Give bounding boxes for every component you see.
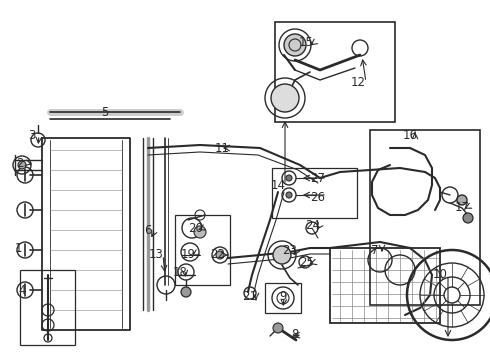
Circle shape [286, 175, 292, 181]
Bar [275, 22, 395, 122]
Circle shape [273, 323, 283, 333]
Text: 18: 18 [172, 266, 188, 279]
Text: 25: 25 [299, 256, 315, 270]
Circle shape [457, 195, 467, 205]
Circle shape [273, 246, 291, 264]
Circle shape [284, 34, 306, 56]
Text: 12: 12 [350, 76, 366, 89]
Text: 2: 2 [16, 157, 24, 170]
Circle shape [181, 287, 191, 297]
Text: 20: 20 [189, 221, 203, 234]
Text: 3: 3 [28, 129, 36, 141]
Text: 16: 16 [402, 129, 417, 141]
Text: 23: 23 [283, 243, 297, 257]
Bar [370, 130, 480, 305]
Text: 6: 6 [144, 224, 152, 237]
Text: 24: 24 [305, 219, 320, 231]
Text: 22: 22 [211, 248, 225, 261]
Text: 4: 4 [18, 284, 26, 297]
Text: 27: 27 [311, 171, 325, 185]
Circle shape [18, 161, 26, 169]
Bar [175, 215, 230, 285]
Text: 9: 9 [279, 291, 287, 303]
Circle shape [463, 213, 473, 223]
Text: 21: 21 [243, 291, 258, 303]
Text: 14: 14 [270, 179, 286, 192]
Text: 1: 1 [14, 242, 22, 255]
Text: 8: 8 [292, 328, 299, 342]
Circle shape [194, 226, 206, 238]
Text: 26: 26 [311, 190, 325, 203]
Text: 5: 5 [101, 105, 109, 118]
Text: 10: 10 [433, 269, 447, 282]
Text: 7: 7 [371, 243, 379, 257]
Text: 19: 19 [180, 248, 196, 261]
Bar [272, 168, 357, 218]
Circle shape [271, 84, 299, 112]
Bar [20, 270, 75, 345]
Circle shape [216, 251, 224, 259]
Text: 15: 15 [298, 36, 314, 49]
Circle shape [286, 192, 292, 198]
Text: 11: 11 [215, 141, 229, 154]
Text: 13: 13 [148, 248, 164, 261]
Text: 17: 17 [455, 201, 469, 213]
Bar [330, 248, 440, 323]
Bar [265, 283, 301, 313]
